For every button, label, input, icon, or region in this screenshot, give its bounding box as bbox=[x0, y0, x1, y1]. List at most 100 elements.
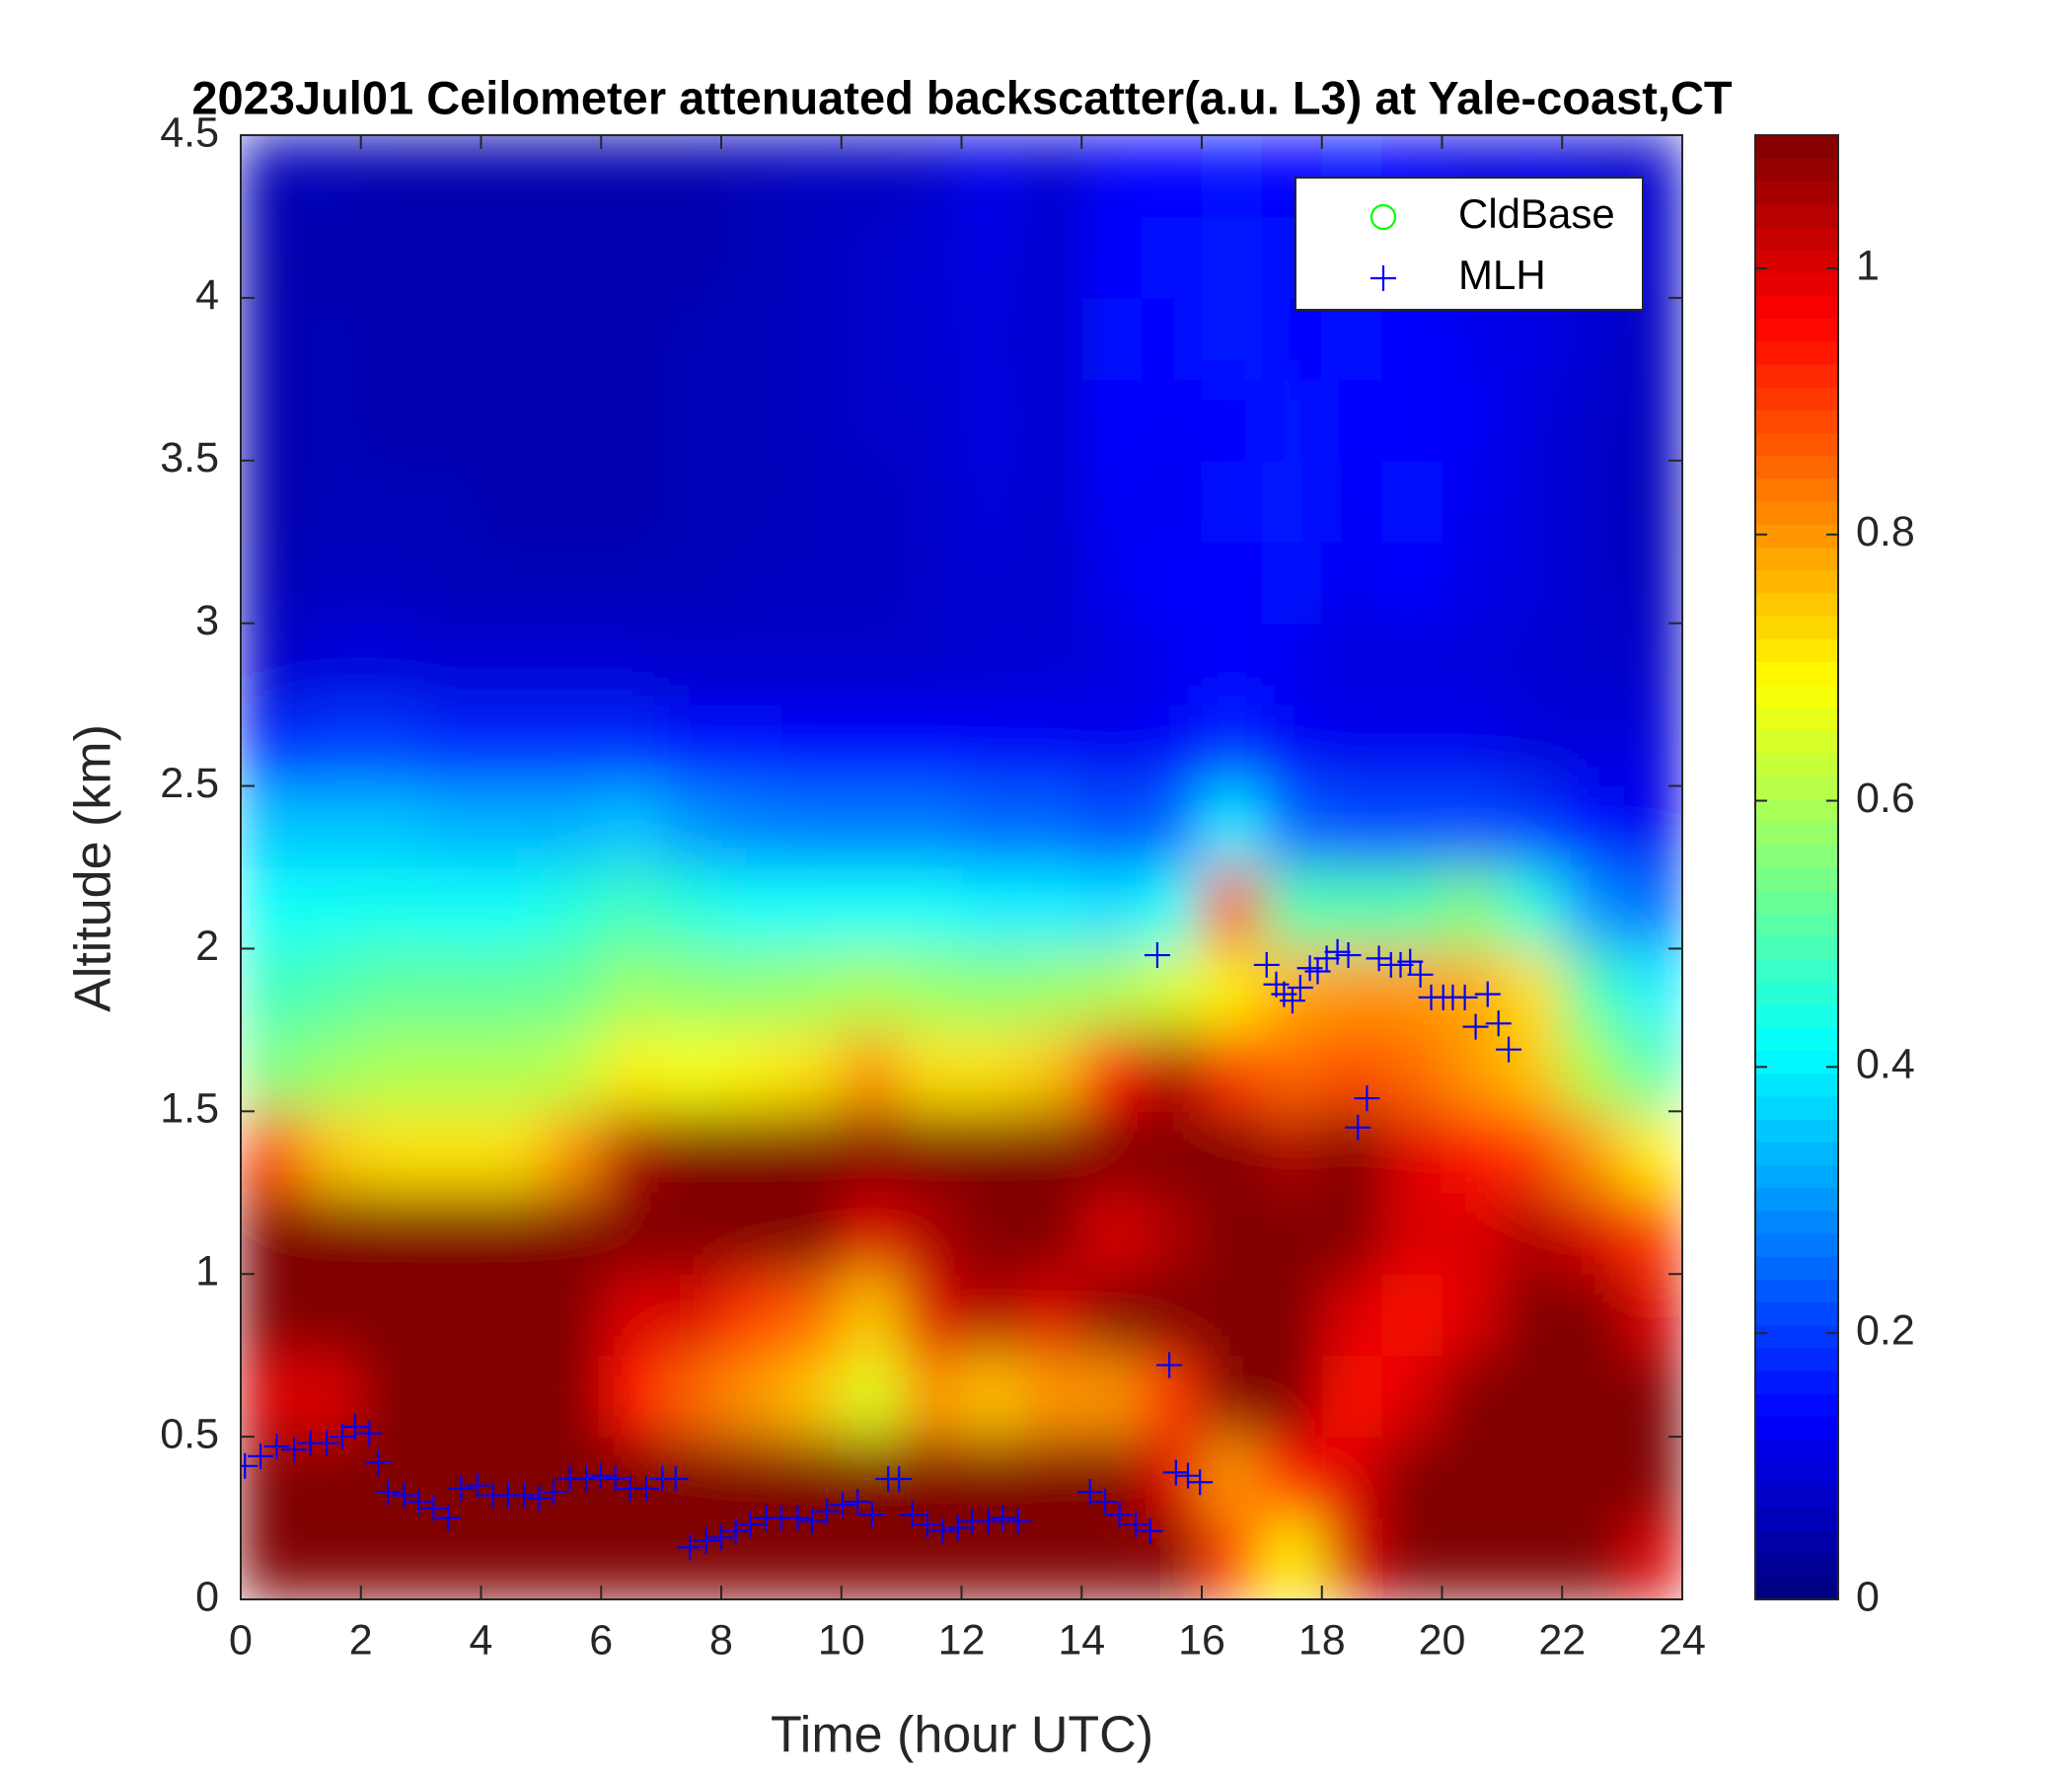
mlh-marker bbox=[814, 1498, 841, 1524]
heat-cell bbox=[661, 1111, 722, 1194]
mlh-marker bbox=[975, 1508, 1001, 1534]
heat-cell bbox=[1021, 297, 1082, 380]
heat-cell bbox=[1021, 1029, 1082, 1112]
heat-cell bbox=[1381, 379, 1443, 462]
heat-cell bbox=[1502, 542, 1563, 625]
cldbase-marker bbox=[1369, 203, 1397, 231]
heat-cell bbox=[1081, 1355, 1143, 1438]
colorbar-tick-label: 1 bbox=[1856, 242, 1880, 289]
heat-cell bbox=[1321, 1029, 1383, 1112]
x-tick-label: 16 bbox=[1178, 1616, 1225, 1664]
heat-cell bbox=[1562, 542, 1623, 625]
colorbar-tick-label: 0.2 bbox=[1856, 1307, 1915, 1355]
mlh-marker bbox=[587, 1462, 614, 1489]
colorbar-step bbox=[1755, 935, 1838, 960]
heat-cell bbox=[1321, 1192, 1383, 1275]
y-tick-label: 4 bbox=[195, 271, 219, 319]
heat-cell bbox=[780, 1029, 843, 1112]
heat-cell bbox=[1142, 216, 1203, 299]
heat-cell bbox=[841, 704, 903, 787]
mlh-marker bbox=[464, 1472, 490, 1499]
heat-cell bbox=[1261, 1274, 1323, 1357]
heat-cell bbox=[1142, 135, 1203, 217]
colorbar-step bbox=[1755, 272, 1838, 296]
heat-cell bbox=[601, 542, 662, 625]
heat-cell bbox=[901, 297, 962, 380]
heat-cell bbox=[721, 1355, 782, 1438]
mlh-marker bbox=[899, 1502, 925, 1528]
heat-cell bbox=[661, 297, 722, 380]
heat-cell bbox=[241, 135, 302, 217]
heat-cell bbox=[481, 1517, 542, 1599]
heat-cell bbox=[780, 460, 843, 543]
heat-cell bbox=[360, 135, 422, 217]
heat-cell bbox=[1021, 1111, 1082, 1194]
heat-cell bbox=[541, 704, 602, 787]
colorbar-step bbox=[1755, 706, 1838, 731]
heat-cell bbox=[901, 460, 962, 543]
heat-cell bbox=[780, 297, 843, 380]
y-tick-label: 1 bbox=[195, 1248, 219, 1295]
heat-cell bbox=[961, 623, 1022, 705]
heat-cell bbox=[1261, 1437, 1323, 1519]
colorbar-step bbox=[1755, 821, 1838, 846]
heat-cell bbox=[420, 1192, 481, 1275]
heat-cell bbox=[1321, 1437, 1383, 1519]
heat-cell bbox=[841, 785, 903, 868]
heat-cell bbox=[1202, 704, 1263, 787]
heat-cell bbox=[241, 297, 302, 380]
heat-cell bbox=[1081, 1192, 1143, 1275]
heat-cell bbox=[841, 216, 903, 299]
mlh-marker bbox=[914, 1512, 940, 1538]
mlh-marker bbox=[737, 1512, 764, 1538]
heat-cell bbox=[481, 542, 542, 625]
heat-cell bbox=[1261, 1111, 1323, 1194]
mlh-marker bbox=[1144, 942, 1170, 969]
heat-cell bbox=[420, 1029, 481, 1112]
heat-cell bbox=[1622, 1192, 1682, 1275]
heat-cell bbox=[481, 1192, 542, 1275]
x-tick-label: 24 bbox=[1659, 1616, 1706, 1664]
heat-cell bbox=[961, 1111, 1022, 1194]
heat-cell bbox=[1202, 1192, 1263, 1275]
y-tick-label: 2 bbox=[195, 923, 219, 970]
heat-cell bbox=[300, 460, 362, 543]
heat-cell bbox=[1261, 1029, 1323, 1112]
heat-cell bbox=[1081, 1274, 1143, 1357]
colorbar-step bbox=[1755, 615, 1838, 639]
heat-cell bbox=[1261, 1355, 1323, 1438]
mlh-marker bbox=[1106, 1502, 1133, 1528]
mlh-marker bbox=[241, 1452, 259, 1479]
heat-cell bbox=[780, 1274, 843, 1357]
heat-cell bbox=[300, 297, 362, 380]
mlh-marker bbox=[341, 1414, 368, 1441]
heat-cell bbox=[841, 297, 903, 380]
heat-cell bbox=[1502, 1437, 1563, 1519]
heat-cell bbox=[541, 135, 602, 217]
heat-cell bbox=[1562, 297, 1623, 380]
heat-cell bbox=[1202, 1274, 1263, 1357]
mlh-marker bbox=[1462, 1013, 1489, 1040]
y-tick-label: 0 bbox=[195, 1573, 219, 1620]
heat-cell bbox=[1502, 1111, 1563, 1194]
heat-cell bbox=[1562, 867, 1623, 949]
heat-cell bbox=[481, 623, 542, 705]
heat-cell bbox=[360, 704, 422, 787]
heat-cell bbox=[1381, 623, 1443, 705]
colorbar-step bbox=[1755, 729, 1838, 754]
heat-cell bbox=[541, 379, 602, 462]
heat-cell bbox=[241, 542, 302, 625]
heat-cell bbox=[541, 460, 602, 543]
heat-cell bbox=[1021, 379, 1082, 462]
heat-cell bbox=[1442, 1111, 1503, 1194]
heat-cell bbox=[1021, 135, 1082, 217]
heat-cell bbox=[420, 704, 481, 787]
mlh-marker bbox=[329, 1424, 355, 1450]
heat-cell bbox=[1081, 1437, 1143, 1519]
heat-cell bbox=[300, 867, 362, 949]
mlh-marker bbox=[1123, 1512, 1149, 1538]
colorbar-step bbox=[1755, 249, 1838, 273]
heat-cell bbox=[1202, 785, 1263, 868]
heat-cell bbox=[1261, 1192, 1323, 1275]
heat-cell bbox=[780, 379, 843, 462]
